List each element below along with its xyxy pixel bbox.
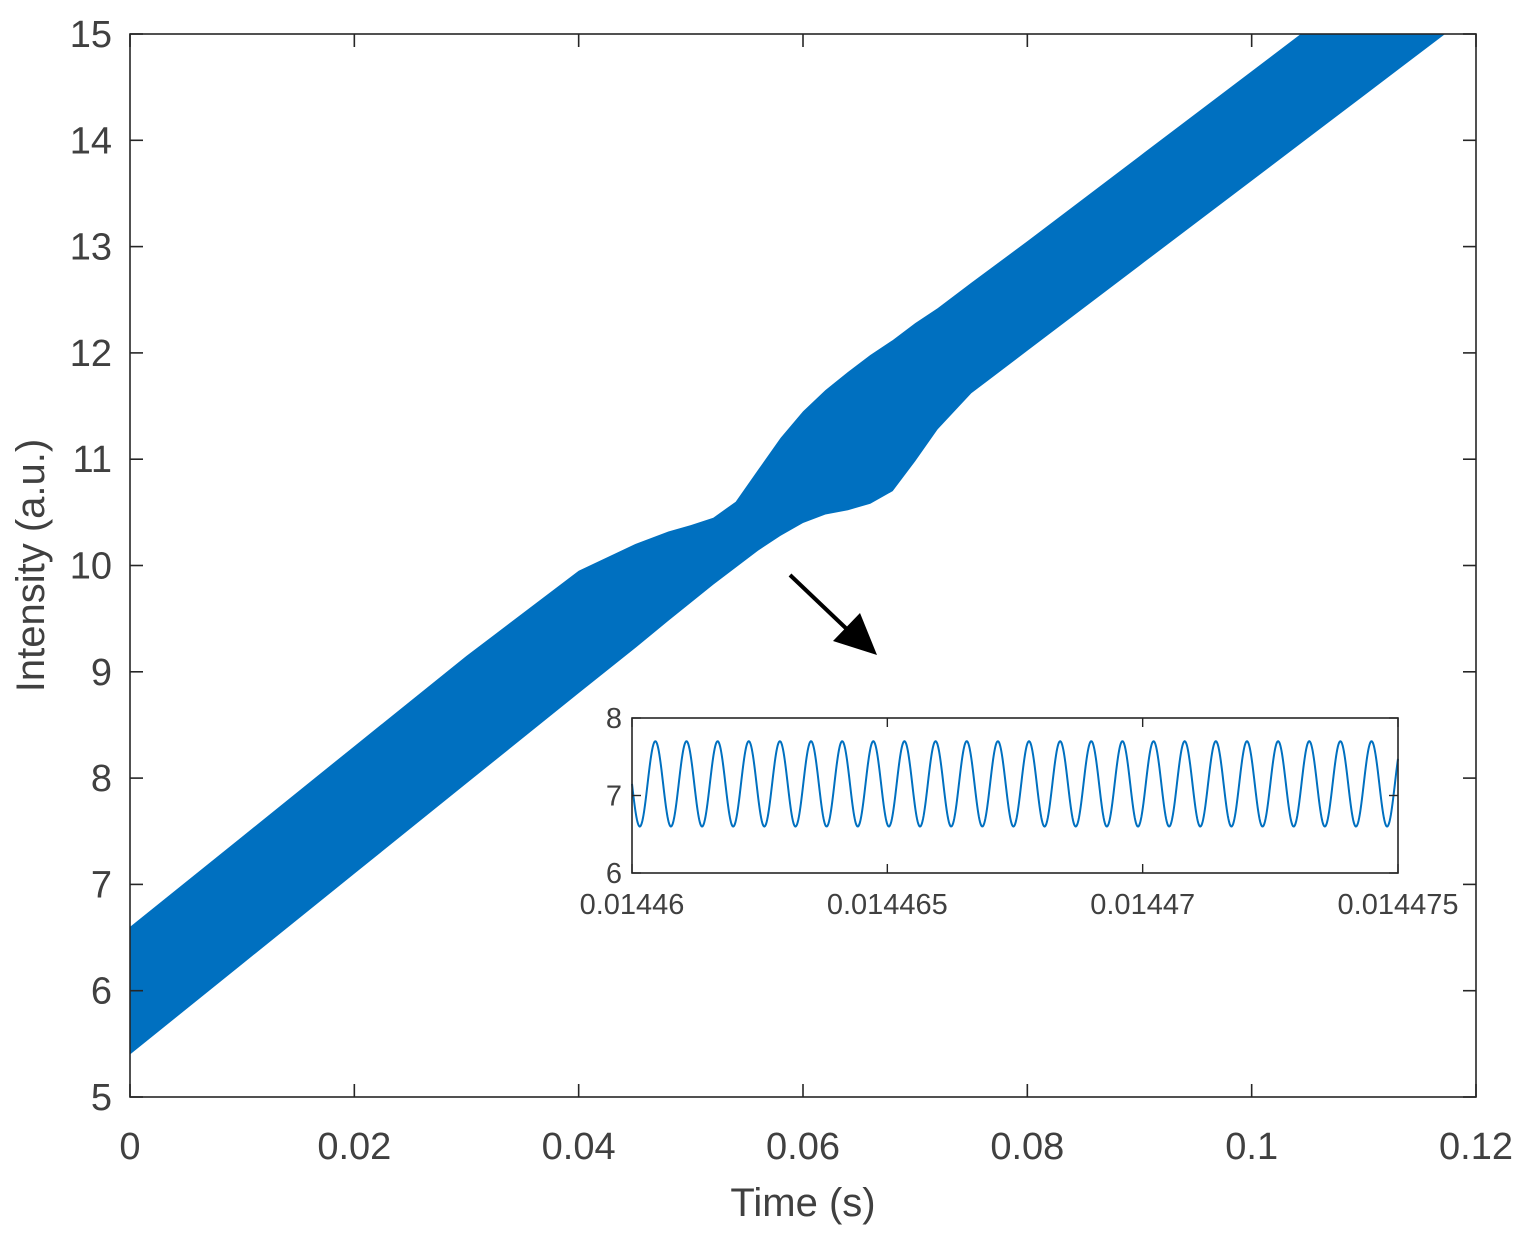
main-axes-frame xyxy=(129,33,1477,1098)
y-tick-label: 5 xyxy=(91,1077,112,1119)
inset-y-tick-labels: 6 7 8 xyxy=(606,703,622,890)
main-x-tick-labels: 0 0.02 0.04 0.06 0.08 0.1 0.12 xyxy=(119,1126,1513,1168)
y-axis-title: Intensity (a.u.) xyxy=(9,439,53,692)
y-tick-label: 12 xyxy=(70,333,112,375)
y-tick-label: 7 xyxy=(91,864,112,906)
x-tick-label: 0.1 xyxy=(1225,1126,1278,1168)
y-tick-label: 6 xyxy=(91,971,112,1013)
y-tick-label: 14 xyxy=(70,120,112,162)
x-tick-label: 0.08 xyxy=(990,1126,1064,1168)
x-tick-label: 0.06 xyxy=(766,1126,840,1168)
inset-x-tick-label: 0.01446 xyxy=(580,889,685,921)
y-tick-label: 9 xyxy=(91,652,112,694)
inset-x-tick-label: 0.014465 xyxy=(827,889,948,921)
arrow-shaft xyxy=(788,573,854,636)
x-tick-label: 0.12 xyxy=(1439,1126,1513,1168)
main-y-tick-labels: 5 6 7 8 9 10 11 12 13 14 15 xyxy=(70,14,112,1119)
y-tick-label: 11 xyxy=(73,439,112,481)
inset-x-tick-label: 0.01447 xyxy=(1090,889,1195,921)
y-tick-label: 15 xyxy=(70,14,112,56)
x-tick-label: 0.02 xyxy=(317,1126,391,1168)
arrow-head xyxy=(833,613,877,655)
y-tick-label: 13 xyxy=(70,227,112,269)
x-axis-title: Time (s) xyxy=(730,1181,875,1225)
main-plot: 0 0.02 0.04 0.06 0.08 0.1 0.12 5 6 7 8 9 10 11 12 13 14… xyxy=(9,14,1513,1225)
main-ticks xyxy=(129,33,1477,1098)
y-tick-label: 8 xyxy=(91,758,112,800)
inset-ticks xyxy=(631,717,1399,874)
inset-plot: 0.01446 0.014465 0.01447 0.014475 6 7 8 xyxy=(580,703,1459,921)
zoom-arrow xyxy=(788,573,877,655)
x-tick-label: 0.04 xyxy=(542,1126,616,1168)
inset-y-tick-label: 6 xyxy=(606,858,622,890)
inset-x-tick-label: 0.014475 xyxy=(1338,889,1459,921)
x-tick-label: 0 xyxy=(119,1126,140,1168)
inset-y-tick-label: 8 xyxy=(606,703,622,735)
inset-x-tick-labels: 0.01446 0.014465 0.01447 0.014475 xyxy=(580,889,1459,921)
inset-background xyxy=(632,718,1398,873)
inset-oscillation-line xyxy=(631,740,1399,828)
y-tick-label: 10 xyxy=(70,546,112,588)
intensity-band xyxy=(130,34,1446,1055)
inset-y-tick-label: 7 xyxy=(606,781,622,813)
